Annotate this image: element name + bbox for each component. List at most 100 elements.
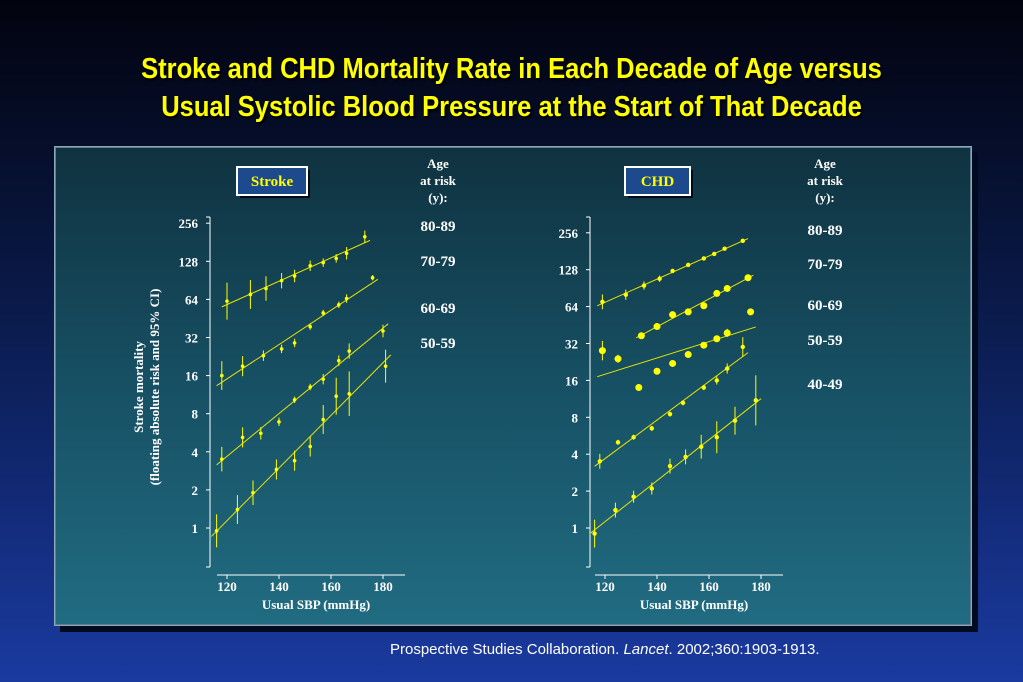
citation-authors: Prospective Studies Collaboration. (390, 641, 620, 658)
data-point (740, 238, 745, 244)
charts-svg: 1 2 4 8 16 32 64 128 256 120 140 160 180 Usual SBP (m… (131, 156, 844, 612)
y-axis-label: Stroke mortality (floating absolute risk … (131, 289, 162, 486)
data-point (669, 311, 677, 319)
y-tick-label: 4 (572, 447, 579, 462)
trend-line (589, 398, 762, 535)
y-tick-label: 16 (185, 369, 199, 384)
title-line-1: Stroke and CHD Mortality Rate in Each De… (141, 53, 882, 85)
y-tick-label: 8 (192, 407, 199, 422)
y-tick-label: 256 (179, 216, 199, 231)
y-tick-label: 4 (192, 445, 199, 460)
data-point (670, 268, 675, 274)
legend-label-80-89: 80-89 (421, 219, 456, 235)
data-point (684, 351, 692, 359)
series-70-79 (635, 274, 754, 340)
data-point (264, 286, 268, 291)
y-tick-label: 128 (559, 263, 579, 278)
data-point (641, 283, 647, 288)
data-point (292, 398, 297, 402)
trend-line (635, 274, 754, 339)
citation-ref: . 2002;360:1903-1913. (668, 641, 820, 658)
data-point (292, 458, 297, 463)
legend-label-70-79: 70-79 (421, 254, 456, 270)
y-tick-label: 128 (179, 254, 199, 269)
data-point (337, 358, 341, 363)
x-tick-label: 160 (699, 579, 719, 594)
title-box (624, 166, 691, 196)
data-point (600, 299, 605, 305)
y-tick-label: 32 (565, 337, 578, 352)
data-point (683, 454, 688, 460)
data-point (657, 276, 662, 281)
data-point (347, 391, 352, 396)
x-tick-label: 180 (373, 579, 393, 594)
y-tick-label: 1 (572, 521, 579, 536)
data-point (308, 263, 312, 268)
x-tick-label: 120 (595, 579, 615, 594)
data-point (383, 364, 388, 368)
data-point (344, 251, 349, 256)
data-point (240, 435, 245, 440)
series-50-59 (211, 349, 392, 548)
data-point (381, 329, 385, 333)
trend-line (216, 323, 389, 466)
trend-line (594, 352, 749, 467)
series-60-69 (216, 323, 389, 472)
legend-title-line: Age (814, 156, 836, 171)
series-80-89 (596, 238, 749, 310)
data-point (214, 529, 219, 533)
y-tick-label: 2 (192, 483, 199, 498)
data-point (261, 353, 266, 358)
data-point (684, 308, 692, 316)
data-point (292, 341, 297, 345)
legend-label-60-69: 60-69 (808, 298, 843, 314)
series-40-49 (589, 375, 762, 548)
data-point (308, 444, 312, 449)
x-axis-label: Usual SBP (mmHg) (640, 597, 748, 612)
data-point (220, 373, 224, 378)
x-tick-label: 120 (217, 579, 237, 594)
data-point (722, 246, 727, 251)
data-point (631, 435, 636, 440)
data-point (321, 417, 326, 422)
x-tick-label: 140 (647, 579, 667, 594)
data-point (251, 490, 255, 495)
y-tick-label: 256 (559, 226, 579, 241)
data-point (240, 364, 245, 368)
data-point (637, 332, 645, 340)
data-point (699, 444, 704, 449)
data-point (653, 367, 661, 375)
legend-title-line: (y): (815, 190, 835, 205)
data-point (700, 341, 708, 349)
legend-label-60-69: 60-69 (421, 301, 456, 317)
legend-label-50-59: 50-59 (808, 333, 843, 349)
data-point (277, 420, 281, 424)
data-point (592, 531, 597, 536)
data-point (713, 335, 721, 343)
data-point (725, 366, 730, 371)
y-tick-label: 32 (185, 331, 198, 346)
legend-label-50-59: 50-59 (421, 336, 456, 352)
data-point (279, 278, 284, 283)
chart-title: CHD (641, 174, 675, 190)
chart-panel: 1 2 4 8 16 32 64 128 256 120 140 160 180 Usual SBP (m… (54, 146, 972, 626)
data-point (259, 431, 263, 436)
data-point (225, 299, 229, 303)
data-point (700, 302, 708, 310)
data-point (653, 323, 661, 331)
series-80-89 (221, 230, 371, 320)
data-point (279, 347, 284, 351)
data-point (308, 385, 312, 389)
data-point (635, 384, 643, 392)
slide-title: Stroke and CHD Mortality Rate in Each De… (61, 50, 961, 126)
data-point (713, 289, 721, 297)
legend-title-line: Age (427, 156, 449, 171)
y-tick-label: 64 (565, 300, 579, 315)
y-tick-label: 64 (185, 292, 199, 307)
y-axis-label-line-1: Stroke mortality (131, 341, 146, 433)
data-point (649, 486, 654, 491)
x-tick-label: 160 (321, 579, 341, 594)
series-70-79 (216, 275, 379, 391)
data-point (753, 398, 758, 403)
trend-line (221, 239, 371, 308)
